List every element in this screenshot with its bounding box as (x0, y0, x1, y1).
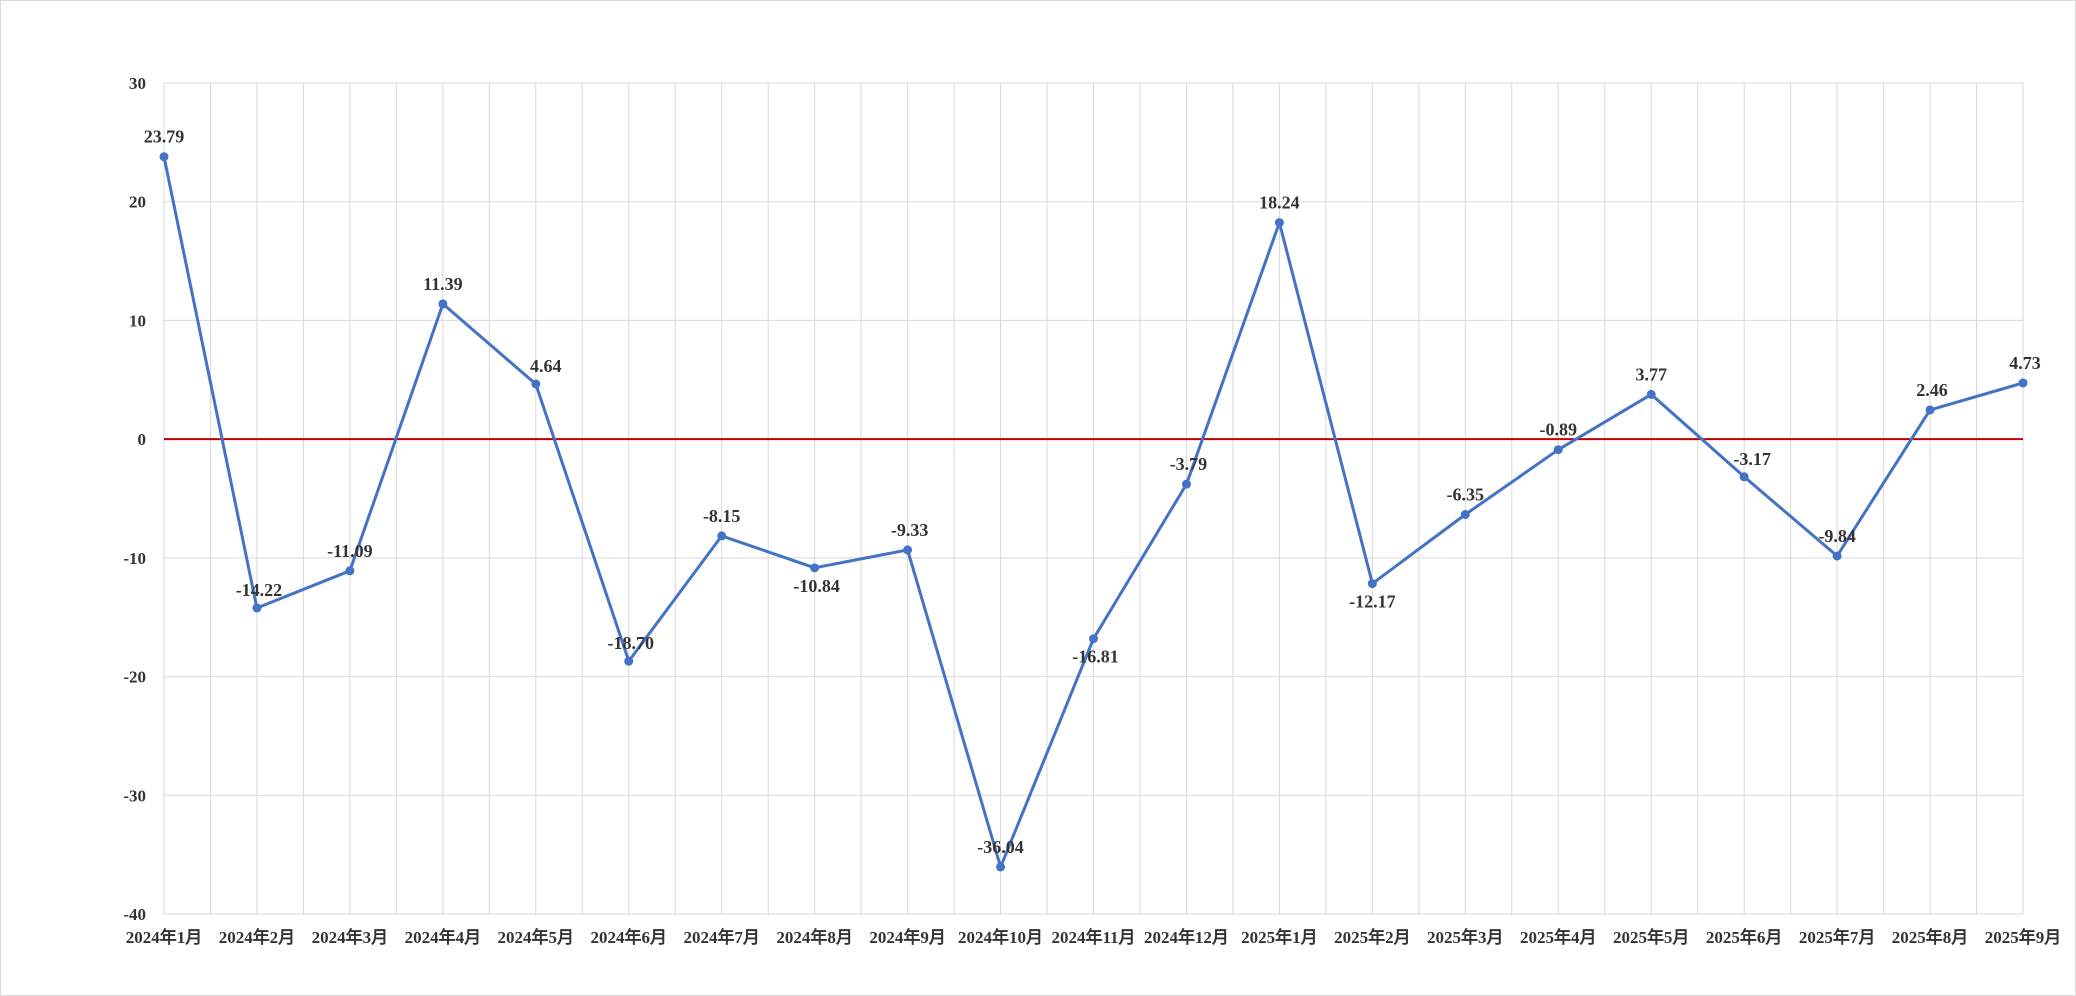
data-label: 23.79 (144, 127, 185, 147)
data-points (159, 152, 2028, 872)
y-tick-label: 30 (129, 74, 146, 93)
data-label: -18.70 (608, 633, 655, 653)
x-tick-label: 2024年7月 (683, 927, 760, 947)
data-label: -16.81 (1072, 647, 1119, 667)
gridlines (163, 82, 2024, 915)
data-label: 18.24 (1259, 193, 1300, 213)
data-label: 4.73 (2009, 353, 2041, 373)
data-point (1181, 479, 1191, 489)
data-point (996, 862, 1006, 872)
x-tick-label: 2024年1月 (126, 927, 203, 947)
y-tick-label: 20 (129, 193, 146, 212)
x-tick-label: 2024年9月 (869, 927, 946, 947)
data-point (903, 545, 913, 555)
data-point (1925, 405, 1935, 415)
data-label: 4.64 (530, 356, 562, 376)
y-tick-label: -10 (123, 549, 146, 568)
x-tick-label: 2024年6月 (591, 927, 668, 947)
data-label: 3.77 (1635, 364, 1667, 384)
data-labels: 23.79 -14.22 -11.09 11.39 4.64 -18.70 -8.15 -10… (144, 127, 2041, 857)
data-point (1646, 389, 1656, 399)
data-label: -9.84 (1818, 526, 1856, 546)
x-tick-label: 2024年3月 (312, 927, 389, 947)
y-tick-label: -30 (123, 786, 146, 805)
x-tick-label: 2025年2月 (1334, 927, 1411, 947)
x-tick-label: 2025年8月 (1892, 927, 1969, 947)
data-point (1089, 634, 1098, 644)
x-tick-label: 2025年5月 (1613, 927, 1690, 947)
y-tick-label: -20 (123, 668, 146, 687)
x-tick-label: 2024年12月 (1144, 927, 1229, 947)
x-tick-label: 2025年7月 (1799, 927, 1876, 947)
data-label: -0.89 (1540, 420, 1578, 440)
data-point (252, 603, 262, 613)
data-label: -6.35 (1447, 485, 1485, 505)
x-tick-label: 2024年10月 (958, 927, 1043, 947)
data-label: -10.84 (793, 576, 840, 596)
y-tick-label: 10 (129, 311, 146, 330)
data-label: 2.46 (1916, 380, 1948, 400)
data-label: 11.39 (423, 274, 463, 294)
x-tick-label: 2024年11月 (1051, 927, 1135, 947)
data-point (1739, 472, 1749, 482)
data-point (810, 563, 820, 573)
x-tick-label: 2025年6月 (1706, 927, 1783, 947)
data-point (1832, 551, 1842, 561)
x-tick-label: 2024年5月 (498, 927, 575, 947)
axis-labels: 30 20 10 0 -10 -20 -30 -40 2024年1月 2024年2月 2024年3月… (123, 74, 2061, 947)
y-tick-label: -40 (123, 905, 146, 924)
data-label: -12.17 (1349, 592, 1396, 612)
data-point (531, 379, 541, 389)
x-tick-label: 2024年4月 (405, 927, 482, 947)
data-point (438, 299, 448, 309)
data-point (2018, 378, 2028, 388)
data-point (1274, 218, 1284, 228)
data-label: -36.04 (977, 837, 1024, 857)
x-tick-label: 2025年3月 (1427, 927, 1504, 947)
data-point (345, 566, 355, 576)
data-label: -3.79 (1170, 454, 1208, 474)
x-tick-label: 2024年2月 (219, 927, 296, 947)
x-tick-label: 2025年1月 (1241, 927, 1318, 947)
data-point (1553, 445, 1563, 455)
data-point (1367, 579, 1377, 589)
data-point (159, 152, 169, 162)
x-tick-label: 2024年8月 (776, 927, 853, 947)
data-label: -11.09 (327, 541, 373, 561)
data-label: -3.17 (1733, 449, 1771, 469)
data-point (624, 656, 634, 666)
data-label: -14.22 (236, 580, 283, 600)
x-tick-label: 2025年9月 (1985, 927, 2062, 947)
data-point (1460, 510, 1470, 520)
y-tick-label: 0 (138, 430, 147, 449)
data-label: -8.15 (703, 506, 741, 526)
data-point (717, 531, 727, 541)
data-label: -9.33 (891, 520, 929, 540)
x-tick-label: 2025年4月 (1520, 927, 1597, 947)
